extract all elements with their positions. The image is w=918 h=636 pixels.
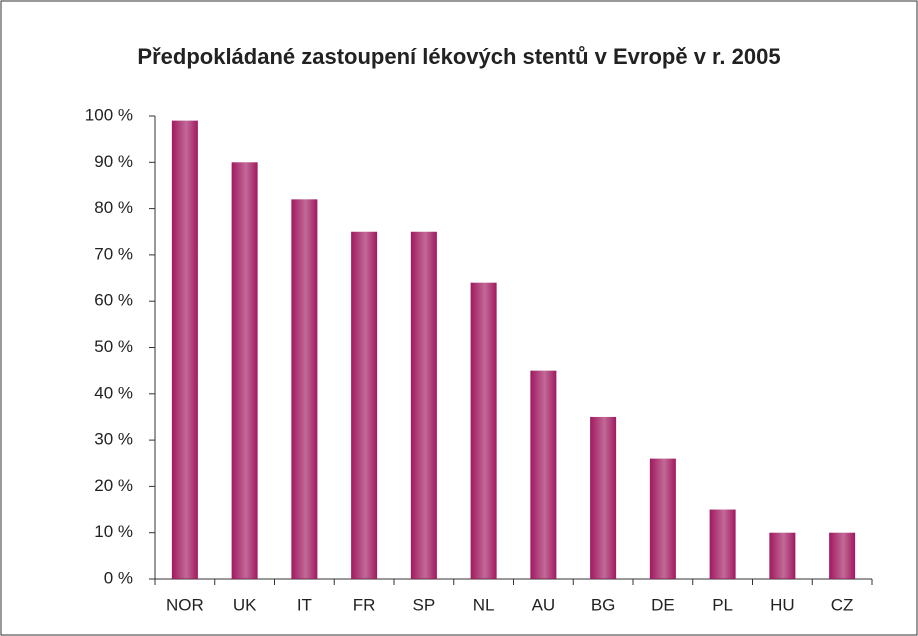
x-tick-label: FR xyxy=(353,595,376,614)
bar xyxy=(649,458,676,579)
x-tick-label: NL xyxy=(473,595,495,614)
x-tick-label: AU xyxy=(532,595,556,614)
x-tick-label: PL xyxy=(712,595,733,614)
x-tick-label: NOR xyxy=(166,595,204,614)
x-tick-label: UK xyxy=(233,595,257,614)
y-tick-label: 40 % xyxy=(94,383,133,402)
bar xyxy=(231,162,258,580)
bar xyxy=(351,231,378,579)
y-tick-label: 30 % xyxy=(94,430,133,449)
y-tick-label: 50 % xyxy=(94,337,133,356)
x-tick-label: IT xyxy=(297,595,312,614)
x-tick-label: HU xyxy=(770,595,795,614)
y-tick-label: 0 % xyxy=(104,568,133,587)
bar xyxy=(291,199,318,579)
bar xyxy=(590,416,617,579)
y-tick-label: 80 % xyxy=(94,198,133,217)
bar xyxy=(410,231,437,579)
x-tick-label: DE xyxy=(651,595,675,614)
y-tick-label: 10 % xyxy=(94,522,133,541)
y-tick-label: 100 % xyxy=(85,105,133,124)
chart-title: Předpokládané zastoupení lékových stentů… xyxy=(137,44,780,69)
x-tick-label: CZ xyxy=(831,595,854,614)
bar xyxy=(769,532,796,579)
bar xyxy=(530,370,557,579)
bar xyxy=(709,509,736,579)
bar xyxy=(829,532,856,579)
y-tick-label: 70 % xyxy=(94,244,133,263)
bar xyxy=(470,282,497,579)
bar xyxy=(171,120,198,579)
x-tick-label: SP xyxy=(413,595,436,614)
y-tick-label: 90 % xyxy=(94,152,133,171)
y-tick-label: 20 % xyxy=(94,476,133,495)
y-tick-label: 60 % xyxy=(94,291,133,310)
x-tick-label: BG xyxy=(591,595,616,614)
